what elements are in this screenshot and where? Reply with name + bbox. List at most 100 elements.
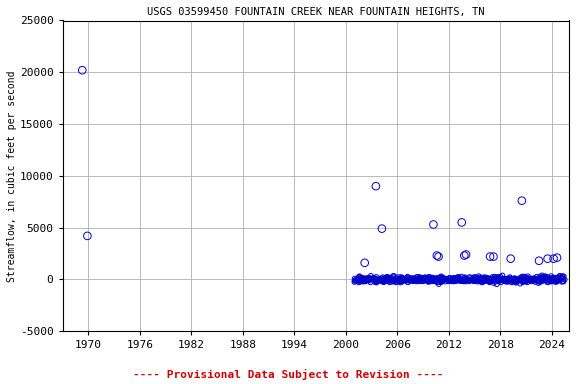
Point: [517, 277, 526, 283]
Point: [470, 278, 479, 284]
Point: [406, 277, 415, 283]
Point: [369, 275, 378, 281]
Point: [511, 276, 521, 282]
Point: [433, 276, 442, 283]
Point: [489, 276, 498, 282]
Point: [507, 276, 516, 282]
Point: [528, 278, 537, 284]
Point: [478, 275, 487, 281]
Point: [499, 278, 509, 284]
Point: [372, 183, 381, 189]
Point: [546, 276, 555, 283]
Point: [480, 274, 490, 280]
Point: [493, 276, 502, 282]
Point: [406, 276, 415, 283]
Point: [477, 278, 486, 284]
Point: [514, 276, 523, 283]
Point: [493, 277, 502, 283]
Point: [494, 278, 503, 285]
Point: [507, 276, 517, 282]
Point: [386, 279, 396, 285]
Point: [403, 274, 412, 280]
Point: [509, 276, 518, 282]
Point: [487, 276, 496, 283]
Point: [528, 276, 537, 282]
Point: [489, 276, 498, 282]
Point: [475, 275, 484, 281]
Point: [351, 277, 361, 283]
Point: [482, 276, 491, 283]
Point: [552, 278, 561, 285]
Point: [459, 275, 468, 281]
Point: [452, 277, 461, 283]
Point: [517, 276, 526, 282]
Point: [358, 278, 367, 284]
Point: [365, 275, 374, 281]
Point: [454, 277, 464, 283]
Point: [391, 277, 400, 283]
Point: [546, 278, 555, 284]
Point: [437, 278, 446, 285]
Point: [420, 276, 429, 282]
Point: [525, 276, 535, 283]
Point: [472, 274, 481, 280]
Point: [498, 276, 507, 282]
Point: [434, 253, 443, 260]
Point: [423, 275, 432, 281]
Point: [547, 278, 556, 284]
Point: [430, 276, 439, 283]
Point: [397, 277, 406, 283]
Point: [364, 276, 373, 282]
Point: [523, 279, 532, 285]
Point: [453, 277, 463, 283]
Point: [508, 278, 517, 284]
Point: [489, 276, 498, 282]
Point: [368, 276, 377, 282]
Point: [355, 278, 364, 285]
Point: [536, 275, 545, 281]
Point: [441, 276, 450, 283]
Point: [551, 279, 560, 285]
Point: [432, 276, 441, 282]
Point: [469, 277, 479, 283]
Point: [522, 276, 531, 282]
Point: [451, 278, 460, 284]
Point: [448, 276, 457, 282]
Point: [461, 278, 471, 285]
Point: [523, 273, 532, 280]
Point: [455, 276, 464, 282]
Point: [524, 276, 533, 282]
Point: [380, 276, 389, 283]
Point: [428, 275, 437, 281]
Point: [473, 277, 482, 283]
Point: [456, 277, 465, 283]
Point: [456, 277, 465, 283]
Point: [486, 277, 495, 283]
Point: [354, 279, 363, 285]
Point: [518, 276, 527, 282]
Point: [411, 276, 420, 282]
Point: [429, 277, 438, 283]
Point: [411, 278, 420, 284]
Point: [503, 279, 513, 285]
Point: [392, 279, 401, 285]
Point: [396, 274, 406, 280]
Point: [419, 276, 429, 282]
Point: [437, 273, 446, 280]
Point: [430, 278, 439, 284]
Point: [473, 277, 483, 283]
Point: [479, 277, 488, 283]
Point: [442, 276, 452, 283]
Point: [483, 277, 492, 283]
Point: [537, 275, 547, 281]
Point: [378, 276, 388, 282]
Point: [511, 278, 520, 284]
Point: [529, 276, 539, 282]
Point: [398, 275, 407, 281]
Point: [375, 276, 384, 283]
Point: [415, 274, 425, 280]
Point: [357, 275, 366, 281]
Point: [361, 276, 370, 283]
Point: [468, 276, 478, 282]
Point: [393, 274, 403, 280]
